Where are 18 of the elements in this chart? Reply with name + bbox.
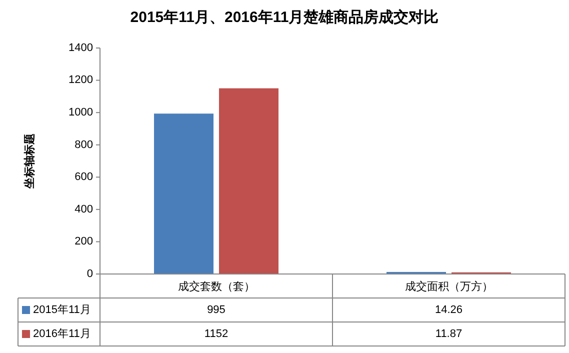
y-tick-label: 1400 (68, 42, 93, 54)
y-axis-title: 坐标轴标题 (22, 134, 36, 190)
y-tick-label: 600 (74, 171, 93, 184)
data-label: 14.26 (434, 304, 463, 316)
y-tick-label: 0 (86, 268, 93, 280)
legend-label: 2016年11月 (33, 328, 91, 340)
legend-label: 2015年11月 (33, 304, 91, 316)
x-tick-label: 成交套数（套） (178, 280, 255, 293)
y-tick-label: 1200 (68, 74, 93, 86)
chart-title: 2015年11月、2016年11月楚雄商品房成交对比 (130, 8, 439, 26)
x-tick-label: 成交面积（万方） (404, 280, 493, 293)
data-label: 11.87 (435, 328, 462, 340)
data-label: 995 (207, 304, 226, 316)
data-label: 1152 (204, 328, 228, 340)
y-tick-label: 800 (74, 138, 93, 151)
y-tick-label: 400 (74, 203, 93, 216)
y-tick-label: 1000 (68, 106, 93, 118)
y-tick-label: 200 (74, 236, 93, 248)
